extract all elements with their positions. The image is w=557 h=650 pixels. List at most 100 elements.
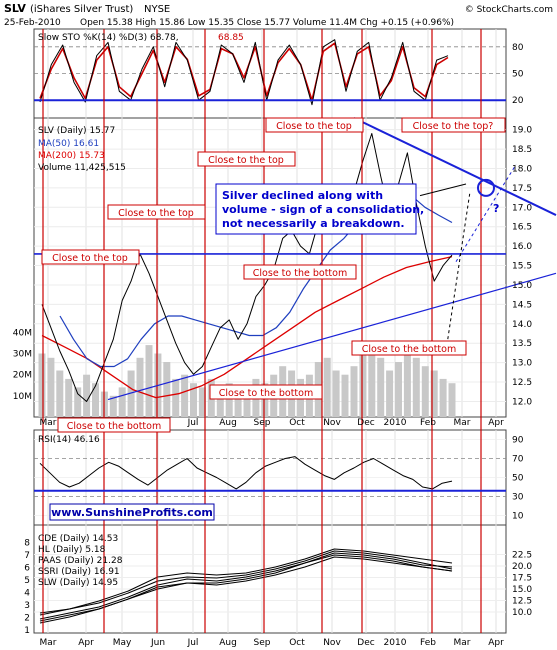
volume-bar-10	[127, 370, 135, 417]
price-tick-3: 13.5	[512, 339, 532, 349]
volume-bar-21	[225, 383, 233, 417]
volume-bar-11	[136, 357, 144, 417]
legend-ma200-value: 15.73	[79, 151, 105, 161]
miners-right-tick-0: 10.0	[512, 608, 532, 618]
month-label-price-0: Mar	[40, 418, 57, 428]
month-label-miners-2: May	[113, 638, 132, 648]
volume-bar-44	[430, 370, 438, 417]
volume-bar-8	[109, 395, 117, 417]
miners-left-tick-1: 2	[24, 614, 30, 624]
volume-tick-0: 10M	[13, 392, 32, 402]
downtrend-line	[353, 117, 557, 216]
price-tick-12: 18.0	[512, 164, 532, 174]
annotation-top-3: Close to the top	[197, 151, 296, 167]
miners-right-tick-4: 20.0	[512, 562, 532, 572]
annotation-consolidation: Silver declined along with volume - sign …	[215, 183, 424, 235]
month-label-price-8: Nov	[323, 418, 341, 428]
annotation-bottom-3: Close to the bottom	[209, 384, 323, 400]
volume-bar-37	[368, 345, 376, 417]
month-label-miners-6: Sep	[254, 638, 271, 648]
volume-bar-20	[216, 391, 224, 417]
volume-tick-2: 30M	[13, 350, 32, 360]
svg-text:Close to the top: Close to the top	[208, 155, 284, 166]
legend-slv: SLV (Daily) 15.77	[38, 126, 115, 136]
svg-text:Close to the bottom: Close to the bottom	[219, 388, 313, 399]
volume-bar-33	[332, 370, 340, 417]
miners-line-4	[39, 556, 453, 622]
miners-right-tick-5: 22.5	[512, 551, 532, 561]
legend-ssri-value: 16.91	[94, 567, 120, 577]
rsi-title: RSI(14) 46.16	[38, 435, 100, 445]
volume-bar-42	[412, 357, 420, 417]
volume-bar-46	[448, 383, 456, 417]
miners-left-tick-5: 6	[24, 564, 30, 574]
price-tick-9: 16.5	[512, 223, 532, 233]
svg-text:Close to the bottom: Close to the bottom	[67, 421, 161, 432]
miners-right-tick-1: 12.5	[512, 597, 532, 607]
target-circle	[477, 178, 495, 197]
svg-text:Close to the top: Close to the top	[276, 121, 352, 132]
flag-line	[419, 183, 467, 197]
rsi-line	[39, 456, 453, 490]
chart-credit: © StockCharts.com	[465, 5, 553, 15]
legend-ssri: SSRI (Daily) 16.91	[38, 567, 120, 577]
volume-bar-35	[350, 366, 358, 417]
miners-left-tick-0: 1	[24, 626, 30, 636]
month-label-miners-8: Nov	[323, 638, 341, 648]
legend-ma50-value: 16.61	[73, 139, 99, 149]
svg-text:Close to the top: Close to the top	[118, 208, 194, 219]
watermark: www.SunshineProfits.com	[49, 503, 215, 521]
volume-bar-40	[395, 362, 402, 417]
consolidation-line-1: volume - sign of a consolidation,	[222, 203, 424, 216]
chart-quote: Open 15.38 High 15.86 Low 15.35 Close 15…	[80, 18, 454, 28]
price-tick-14: 19.0	[512, 126, 532, 136]
sto-tick-0: 20	[512, 96, 524, 106]
volume-bar-14	[163, 362, 171, 417]
uptrend-line	[107, 272, 557, 401]
volume-bar-22	[234, 387, 242, 417]
miners-left-tick-3: 4	[24, 589, 30, 599]
annotation-bottom-4: Close to the bottom	[57, 417, 171, 433]
price-tick-10: 17.0	[512, 203, 532, 213]
volume-bar-5	[83, 374, 91, 417]
legend-ssri-name: SSRI (Daily)	[38, 567, 91, 577]
annotation-bottom-2: Close to the bottom	[351, 340, 467, 356]
price-tick-2: 13.0	[512, 359, 532, 369]
legend-ma200: MA(200) 15.73	[38, 151, 105, 161]
volume-bar-38	[377, 357, 385, 417]
month-label-miners-1: Apr	[78, 638, 94, 648]
month-label-price-4: Jul	[187, 418, 199, 428]
volume-bar-0	[38, 353, 46, 417]
month-label-price-13: Apr	[488, 418, 504, 428]
svg-text:Close to the bottom: Close to the bottom	[253, 268, 347, 279]
sto-tick-2: 80	[512, 43, 524, 53]
svg-text:Close to the top: Close to the top	[52, 253, 128, 264]
legend-ma50-name: MA(50)	[38, 139, 70, 149]
legend-ma50: MA(50) 16.61	[38, 139, 99, 149]
miners-right-tick-2: 15.0	[512, 585, 532, 595]
legend-volume-value: 11,425,515	[74, 163, 126, 173]
annotation-top-4: Close to the top	[265, 117, 364, 133]
miners-line-3	[39, 552, 453, 620]
month-label-miners-0: Mar	[40, 638, 57, 648]
price-tick-11: 17.5	[512, 184, 532, 194]
consolidation-line-2: not necessarily a breakdown.	[222, 217, 405, 230]
price-tick-1: 12.5	[512, 378, 532, 388]
chart-name: (iShares Silver Trust)	[30, 4, 133, 15]
price-tick-5: 14.5	[512, 300, 532, 310]
chart-date: 25-Feb-2010	[4, 18, 61, 28]
miners-left-tick-4: 5	[24, 576, 30, 586]
volume-bar-17	[190, 383, 197, 417]
volume-bar-41	[403, 353, 411, 417]
volume-bar-12	[145, 345, 153, 417]
volume-bar-4	[74, 387, 82, 417]
legend-ma200-name: MA(200)	[38, 151, 76, 161]
month-label-miners-9: Dec	[357, 638, 374, 648]
price-tick-13: 18.5	[512, 145, 532, 155]
legend-slv-name: SLV (Daily)	[38, 126, 87, 136]
price-tick-0: 12.0	[512, 397, 532, 407]
annotation-top-1: Close to the top	[41, 249, 140, 265]
price-tick-7: 15.5	[512, 262, 532, 272]
legend-hl-name: HL (Daily)	[38, 545, 82, 555]
miners-left-tick-7: 8	[24, 539, 30, 549]
